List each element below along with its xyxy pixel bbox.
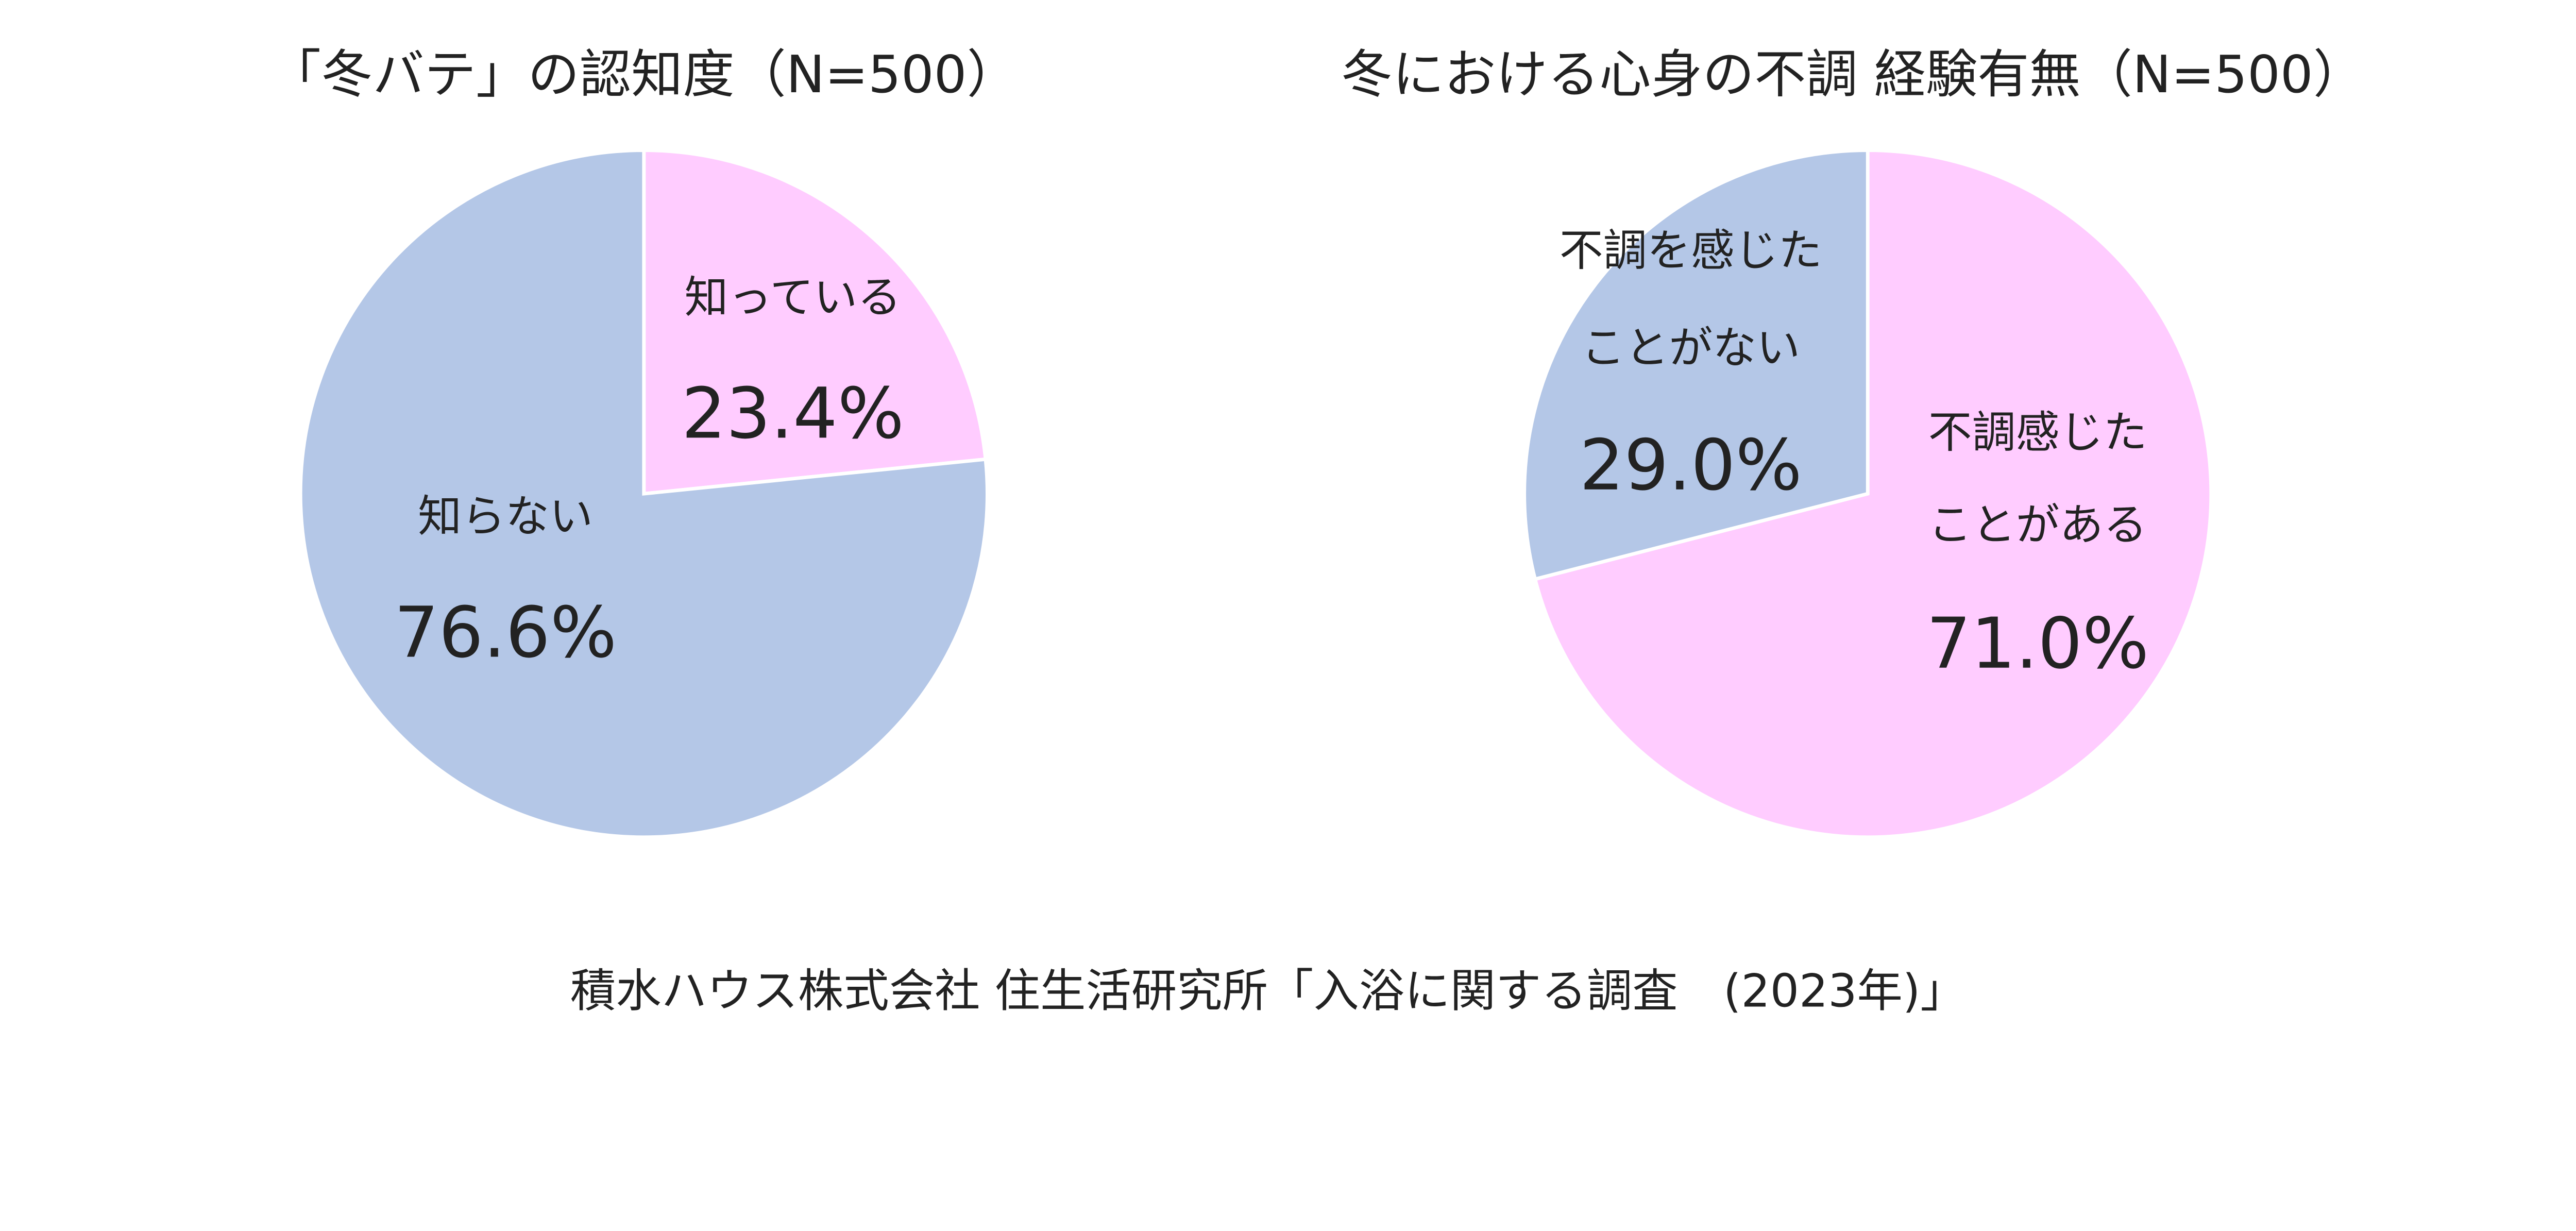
pie-slice-1-1 (1522, 148, 1870, 582)
slice-label-know: 知っている (684, 273, 901, 324)
slice-value-know: 23.4% (682, 373, 904, 454)
slice-label-had-discomfort-line2: ことがある (1928, 500, 2147, 551)
pie-slice-1-0 (1533, 148, 2213, 839)
slice-value-no-discomfort: 29.0% (1580, 425, 1802, 507)
source-note: 積水ハウス株式会社 住生活研究所「入浴に関する調査 (2023年)」 (570, 965, 1966, 1018)
chart-canvas: 「冬バテ」の認知度（N=500） 冬における心身の不調 経験有無（N=500） … (269, 44, 2365, 1018)
chart-2-title: 冬における心身の不調 経験有無（N=500） (1341, 44, 2365, 105)
pie-slice-0-1 (298, 148, 989, 839)
slice-label-had-discomfort-line1: 不調感じた (1928, 407, 2147, 458)
slice-label-no-discomfort-line1: 不調を感じた (1560, 226, 1822, 277)
pie-chart-winter-discomfort (1522, 148, 2213, 839)
pie-slice-0-0 (642, 148, 988, 496)
slice-value-had-discomfort: 71.0% (1926, 603, 2149, 685)
slice-label-dont-know: 知らない (418, 492, 593, 543)
pie-chart-awareness (298, 148, 989, 839)
slice-label-no-discomfort-line2: ことがない (1581, 323, 1800, 374)
slice-value-dont-know: 76.6% (394, 593, 617, 674)
chart-1-title: 「冬バテ」の認知度（N=500） (269, 44, 1019, 105)
